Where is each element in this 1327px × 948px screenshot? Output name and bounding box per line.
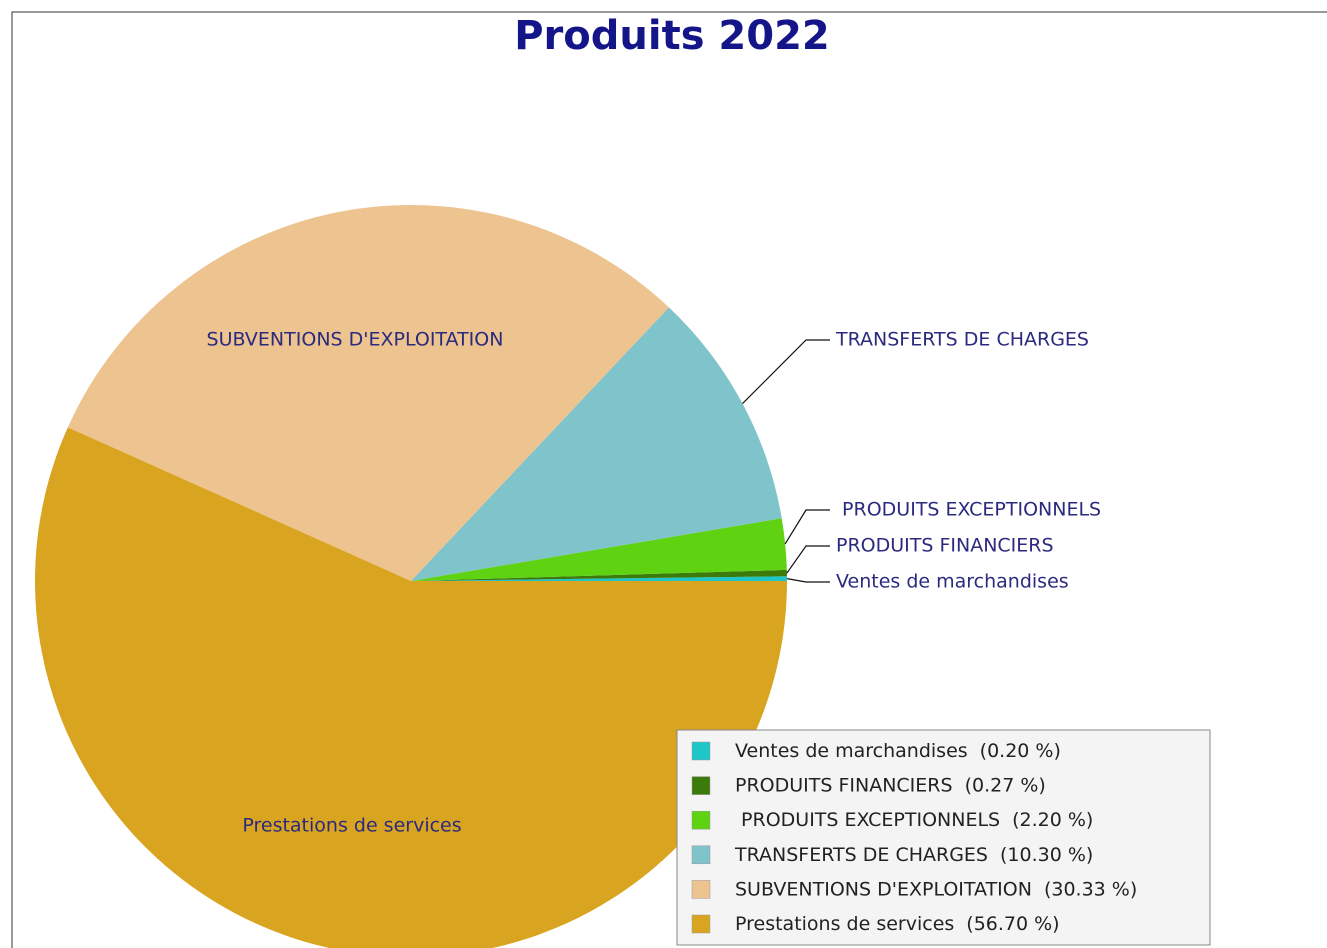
legend-value: (0.20 %) — [980, 740, 1061, 762]
legend-value: (10.30 %) — [1000, 843, 1093, 865]
legend-name: PRODUITS FINANCIERS — [735, 774, 953, 796]
legend-entry: Prestations de services (56.70 %) — [735, 913, 1060, 935]
legend: Ventes de marchandises (0.20 %) PRODUITS F… — [676, 729, 1211, 946]
slice-label: PRODUITS EXCEPTIONNELS — [836, 499, 1101, 521]
pie-slice — [411, 576, 787, 581]
pie-slice — [411, 518, 787, 581]
slice-label: Prestations de services — [242, 815, 461, 837]
slice-label: Ventes de marchandises — [836, 571, 1069, 593]
legend-box — [676, 729, 1211, 946]
legend-entry: SUBVENTIONS D'EXPLOITATION (30.33 %) — [735, 878, 1137, 900]
legend-name: Ventes de marchandises — [735, 740, 968, 762]
pie-slice — [67, 205, 669, 582]
pie-slice — [411, 569, 787, 581]
legend-swatch — [691, 914, 711, 934]
pie-slice — [411, 307, 782, 581]
legend-value: (56.70 %) — [966, 913, 1059, 935]
legend-name: Prestations de services — [735, 913, 954, 935]
leader-line — [784, 509, 830, 545]
slice-labels: Ventes de marchandises PRODUITS FINANCIER… — [207, 329, 1102, 837]
leader-line — [786, 578, 830, 583]
slice-label: SUBVENTIONS D'EXPLOITATION — [207, 329, 504, 351]
legend-value: (0.27 %) — [965, 774, 1046, 796]
legend-swatch — [691, 845, 711, 865]
legend-entry: Ventes de marchandises (0.20 %) — [735, 740, 1061, 762]
legend-name: TRANSFERTS DE CHARGES — [734, 843, 988, 865]
legend-entry: PRODUITS EXCEPTIONNELS (2.20 %) — [735, 809, 1093, 831]
legend-name: SUBVENTIONS D'EXPLOITATION — [735, 878, 1032, 900]
slice-label: PRODUITS FINANCIERS — [836, 535, 1054, 557]
leader-line — [786, 545, 830, 574]
leader-line — [742, 339, 830, 405]
legend-name: PRODUITS EXCEPTIONNELS — [735, 809, 1000, 831]
legend-entry: TRANSFERTS DE CHARGES (10.30 %) — [734, 843, 1093, 865]
legend-entry: PRODUITS FINANCIERS (0.27 %) — [735, 774, 1046, 796]
legend-value: (2.20 %) — [1012, 809, 1093, 831]
legend-swatch — [691, 776, 711, 795]
slice-label: TRANSFERTS DE CHARGES — [835, 329, 1089, 351]
pie — [35, 205, 787, 948]
chart-title: Produits 2022 — [514, 13, 830, 59]
legend-swatch — [691, 741, 711, 761]
legend-value: (30.33 %) — [1044, 878, 1137, 900]
legend-swatch — [691, 810, 711, 830]
legend-swatch — [691, 880, 711, 899]
pie-slice — [35, 427, 787, 948]
